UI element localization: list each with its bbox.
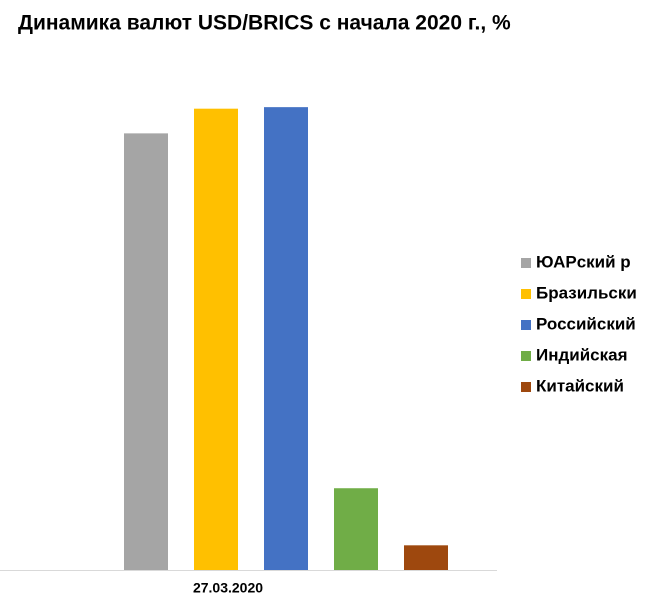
- bar: [194, 108, 238, 570]
- legend-swatch: [521, 258, 531, 268]
- bar: [264, 107, 308, 571]
- legend-label: Российский: [536, 314, 636, 333]
- legend-swatch: [521, 382, 531, 392]
- bar: [334, 488, 378, 570]
- legend-swatch: [521, 289, 531, 299]
- legend-label: Бразильски: [536, 283, 637, 302]
- chart-title: Динамика валют USD/BRICS с начала 2020 г…: [18, 12, 511, 35]
- legend-swatch: [521, 351, 531, 361]
- legend-label: Индийская: [536, 345, 628, 364]
- bar: [404, 545, 448, 570]
- bar: [124, 133, 168, 570]
- legend-swatch: [521, 320, 531, 330]
- x-tick-label: 27.03.2020: [193, 580, 263, 596]
- legend-label: Китайский: [536, 376, 624, 395]
- legend-label: ЮАРский р: [536, 252, 631, 271]
